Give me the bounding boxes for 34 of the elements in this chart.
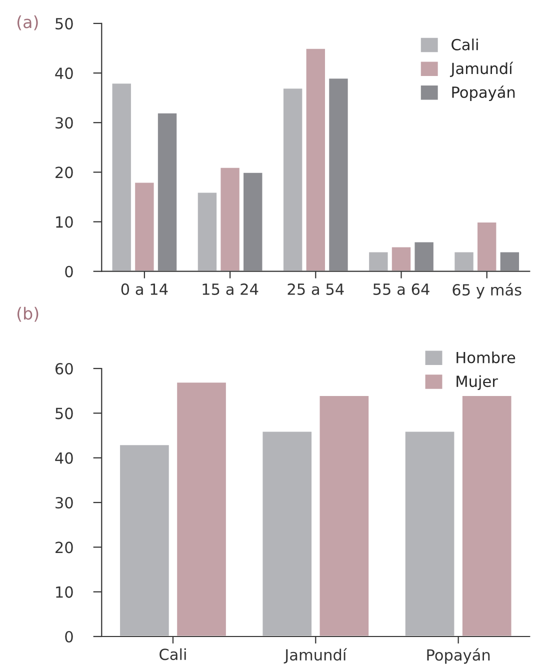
y-tick-label: 40 [55,67,73,80]
y-tick-label: 50 [56,18,73,30]
y-tick-label: 10 [56,586,73,598]
y-tick-label: 30 [56,496,73,509]
x-tick-label: 55 a 64 [373,283,430,295]
x-tick-label: Popayán [427,648,490,664]
bar [461,394,513,636]
bar [261,430,313,636]
y-tick-label: 0 [65,266,73,278]
y-tick-label: 20 [56,166,73,178]
y-tick-label: 50 [56,408,73,420]
bar [404,430,456,636]
legend-label: Hombre [456,351,516,364]
y-tick-label: 40 [55,452,73,464]
chart-title: (a) [17,15,38,30]
x-tick-label: Cali [160,648,186,660]
x-tick-label: 65 y más [452,283,522,299]
legend-label: Popayán [452,86,515,101]
legend-label: Cali [452,38,478,50]
x-tick-label: 0 a 14 [121,283,168,295]
x-tick-label: 25 a 54 [288,283,344,295]
bar [118,444,170,636]
x-tick-label: 15 a 24 [202,283,258,295]
bar [176,381,228,636]
legend-label: Mujer [456,375,498,390]
legend-label: Jamundí [450,62,514,78]
y-tick-label: 0 [65,630,73,643]
x-tick-label: Jamundí [284,648,348,664]
y-tick-label: 20 [56,542,73,554]
y-tick-label: 60 [56,362,73,375]
y-tick-label: 30 [56,117,73,129]
bar [318,394,370,636]
y-tick-label: 10 [56,216,73,228]
chart-title: (b) [17,306,38,322]
